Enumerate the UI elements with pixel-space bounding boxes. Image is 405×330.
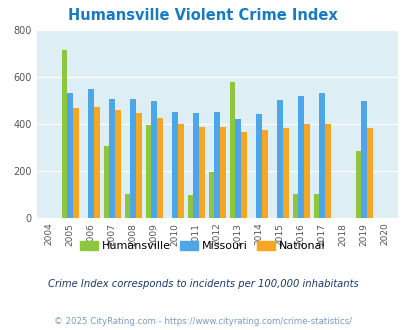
Bar bbox=[313, 194, 319, 218]
Bar bbox=[136, 113, 141, 218]
Bar bbox=[187, 195, 193, 218]
Legend: Humansville, Missouri, National: Humansville, Missouri, National bbox=[75, 237, 330, 256]
Bar bbox=[366, 128, 372, 218]
Bar bbox=[298, 96, 303, 218]
Bar bbox=[241, 132, 246, 218]
Bar bbox=[172, 112, 177, 218]
Bar bbox=[303, 124, 309, 218]
Bar bbox=[292, 194, 298, 218]
Bar bbox=[145, 125, 151, 218]
Bar bbox=[130, 99, 136, 218]
Bar bbox=[62, 50, 67, 218]
Bar bbox=[109, 99, 115, 218]
Bar bbox=[261, 130, 267, 218]
Bar bbox=[198, 127, 204, 218]
Bar bbox=[157, 118, 162, 218]
Bar bbox=[103, 146, 109, 218]
Bar bbox=[319, 93, 324, 218]
Text: © 2025 CityRating.com - https://www.cityrating.com/crime-statistics/: © 2025 CityRating.com - https://www.city… bbox=[54, 317, 351, 326]
Bar bbox=[324, 124, 330, 218]
Bar bbox=[94, 107, 99, 218]
Text: Crime Index corresponds to incidents per 100,000 inhabitants: Crime Index corresponds to incidents per… bbox=[47, 279, 358, 289]
Bar bbox=[124, 194, 130, 218]
Bar bbox=[355, 151, 360, 218]
Bar bbox=[88, 89, 94, 218]
Bar bbox=[115, 110, 120, 218]
Text: Humansville Violent Crime Index: Humansville Violent Crime Index bbox=[68, 8, 337, 23]
Bar bbox=[235, 119, 241, 218]
Bar bbox=[256, 115, 261, 218]
Bar bbox=[229, 82, 235, 218]
Bar bbox=[67, 93, 73, 218]
Bar bbox=[73, 109, 79, 218]
Bar bbox=[208, 172, 214, 218]
Bar bbox=[277, 100, 282, 218]
Bar bbox=[214, 112, 220, 218]
Bar bbox=[151, 101, 157, 218]
Bar bbox=[193, 113, 198, 218]
Bar bbox=[282, 128, 288, 218]
Bar bbox=[360, 101, 366, 218]
Bar bbox=[220, 127, 225, 218]
Bar bbox=[177, 124, 183, 218]
